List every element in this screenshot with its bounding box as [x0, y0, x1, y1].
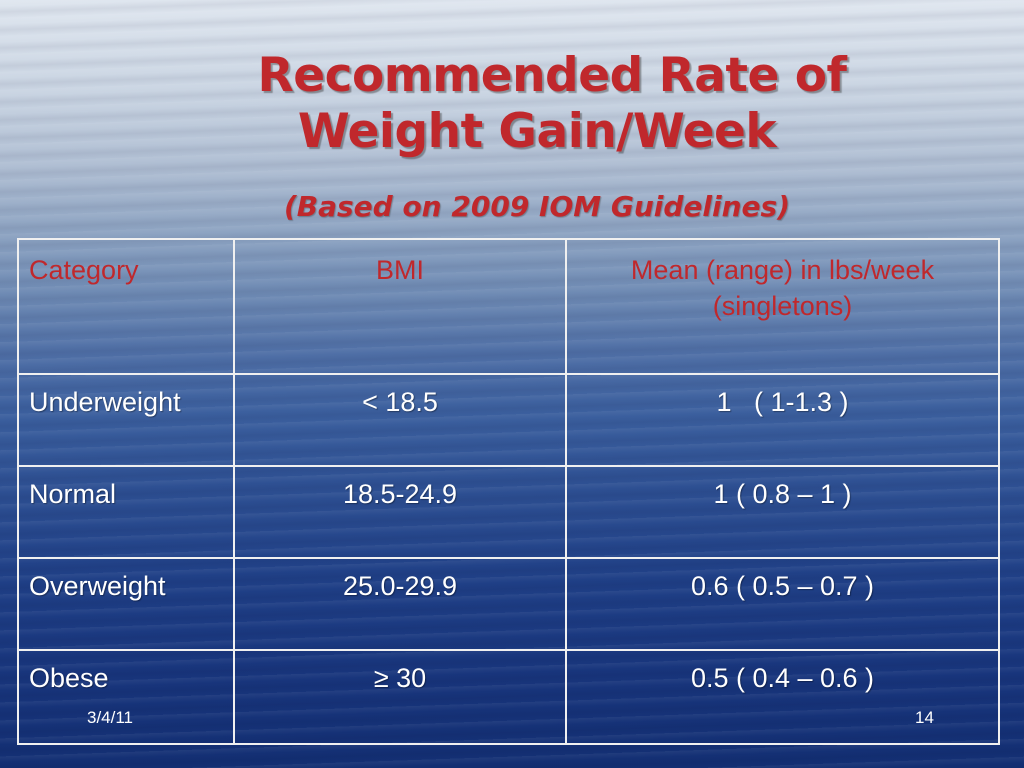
cell-category: Underweight [17, 373, 235, 467]
footer-date: 3/4/11 [87, 708, 134, 727]
cell-category: Normal [17, 465, 235, 559]
table-row: Overweight 25.0-29.9 0.6 ( 0.5 – 0.7 ) [17, 557, 1000, 651]
header-mean-range-line-2: (singletons) [712, 291, 853, 321]
table-row: Normal 18.5-24.9 1 ( 0.8 – 1 ) [17, 465, 1000, 559]
cell-mean-range: 1 ( 1-1.3 ) [565, 373, 1000, 467]
cell-bmi: < 18.5 [233, 373, 567, 467]
cell-mean-range: 0.6 ( 0.5 – 0.7 ) [565, 557, 1000, 651]
table-row: Obese ≥ 30 0.5 ( 0.4 – 0.6 ) [17, 649, 1000, 745]
cell-mean-range: 1 ( 0.8 – 1 ) [565, 465, 1000, 559]
slide-title: Recommended Rate of Weight Gain/Week [0, 48, 1024, 160]
footer-page-number: 14 [915, 708, 934, 727]
cell-bmi: 18.5-24.9 [233, 465, 567, 559]
slide-title-line-2: Weight Gain/Week [297, 104, 777, 159]
slide-subtitle: (Based on 2009 IOM Guidelines) [283, 190, 791, 223]
table-row: Underweight < 18.5 1 ( 1-1.3 ) [17, 373, 1000, 467]
weight-gain-table: Category BMI Mean (range) in lbs/week (s… [17, 238, 1000, 745]
cell-bmi: ≥ 30 [233, 649, 567, 745]
cell-bmi: 25.0-29.9 [233, 557, 567, 651]
cell-category: Obese [17, 649, 235, 745]
header-category: Category [17, 238, 235, 375]
cell-category: Overweight [17, 557, 235, 651]
header-bmi: BMI [233, 238, 567, 375]
header-mean-range-line-1: Mean (range) in lbs/week [630, 255, 935, 285]
slide-title-line-1: Recommended Rate of [257, 48, 847, 103]
header-mean-range: Mean (range) in lbs/week (singletons) [565, 238, 1000, 375]
cell-mean-range: 0.5 ( 0.4 – 0.6 ) [565, 649, 1000, 745]
table-header-row: Category BMI Mean (range) in lbs/week (s… [17, 238, 1000, 375]
